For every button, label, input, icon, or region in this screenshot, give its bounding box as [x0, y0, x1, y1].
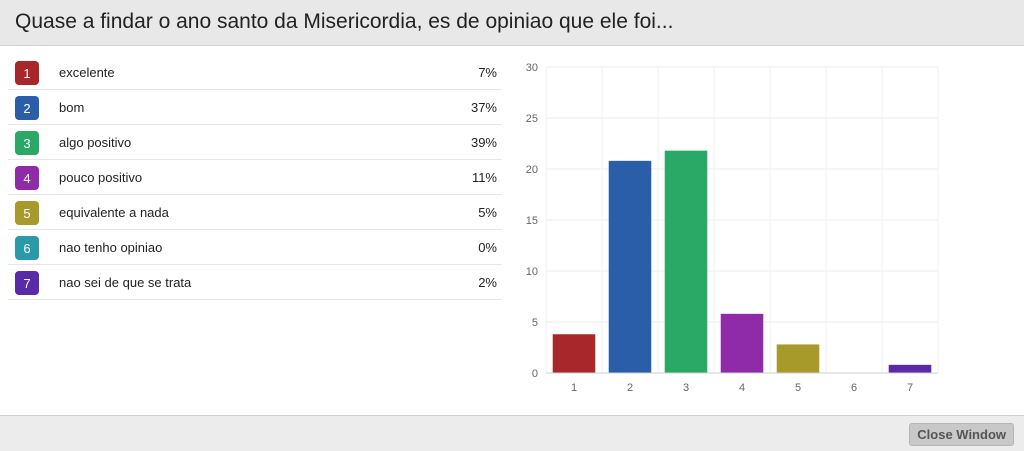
- answer-number-badge: 4: [15, 166, 39, 190]
- answer-number-badge: 6: [15, 236, 39, 260]
- x-tick-label: 3: [683, 382, 689, 394]
- answer-list: 1 excelente 7% 2 bom 37% 3 algo positivo 39% 4 pou…: [8, 55, 502, 300]
- answer-number-badge: 7: [15, 271, 39, 295]
- answer-label: nao tenho opiniao: [59, 240, 163, 255]
- answer-label: excelente: [59, 65, 115, 80]
- x-tick-label: 6: [851, 382, 857, 394]
- answer-label: bom: [59, 100, 85, 115]
- x-tick-label: 4: [739, 382, 745, 394]
- answer-percentage: 7%: [478, 65, 497, 80]
- answer-percentage: 37%: [470, 100, 497, 115]
- answer-row: 1 excelente 7%: [8, 55, 502, 90]
- footer-bar: Close Window: [0, 415, 1024, 451]
- answer-number-badge: 5: [15, 201, 39, 225]
- answer-row: 3 algo positivo 39%: [8, 125, 502, 160]
- y-tick-label: 25: [526, 113, 538, 125]
- header-bar: Quase a findar o ano santo da Misericord…: [0, 0, 1024, 46]
- answer-row: 6 nao tenho opiniao 0%: [8, 230, 502, 265]
- bar-1: [552, 334, 596, 373]
- answer-number-badge: 1: [15, 61, 39, 85]
- answer-label: equivalente a nada: [59, 205, 169, 220]
- bar-3: [664, 150, 708, 373]
- poll-question-title: Quase a findar o ano santo da Misericord…: [15, 10, 674, 33]
- y-tick-label: 20: [526, 164, 538, 176]
- answer-label: pouco positivo: [59, 170, 143, 185]
- close-window-button[interactable]: Close Window: [909, 423, 1014, 446]
- y-tick-label: 0: [532, 368, 538, 380]
- answer-percentage: 11%: [471, 170, 497, 185]
- answer-row: 7 nao sei de que se trata 2%: [8, 265, 502, 300]
- bar-2: [608, 160, 652, 373]
- answer-percentage: 2%: [478, 275, 497, 290]
- answer-row: 4 pouco positivo 11%: [8, 160, 502, 195]
- results-bar-chart: 0 5 10 15 20 25 30 1 2 3 4 5 6 7: [526, 62, 939, 394]
- answer-percentage: 39%: [470, 135, 497, 150]
- bar-5: [776, 344, 820, 373]
- answer-number-badge: 2: [15, 96, 39, 120]
- bar-4: [720, 313, 764, 373]
- y-tick-label: 15: [526, 215, 538, 227]
- answer-number-badge: 3: [15, 131, 39, 155]
- answer-row: 2 bom 37%: [8, 90, 502, 125]
- y-tick-label: 10: [526, 266, 538, 278]
- x-tick-label: 1: [571, 382, 577, 394]
- answer-label: algo positivo: [59, 135, 132, 150]
- bar-7: [888, 364, 932, 373]
- y-tick-label: 30: [526, 62, 538, 74]
- x-tick-label: 7: [907, 382, 913, 394]
- x-tick-label: 2: [627, 382, 633, 394]
- answer-percentage: 5%: [478, 205, 497, 220]
- answer-percentage: 0%: [478, 240, 497, 255]
- answer-row: 5 equivalente a nada 5%: [8, 195, 502, 230]
- y-tick-label: 5: [532, 317, 538, 329]
- answer-label: nao sei de que se trata: [59, 275, 192, 290]
- x-tick-label: 5: [795, 382, 801, 394]
